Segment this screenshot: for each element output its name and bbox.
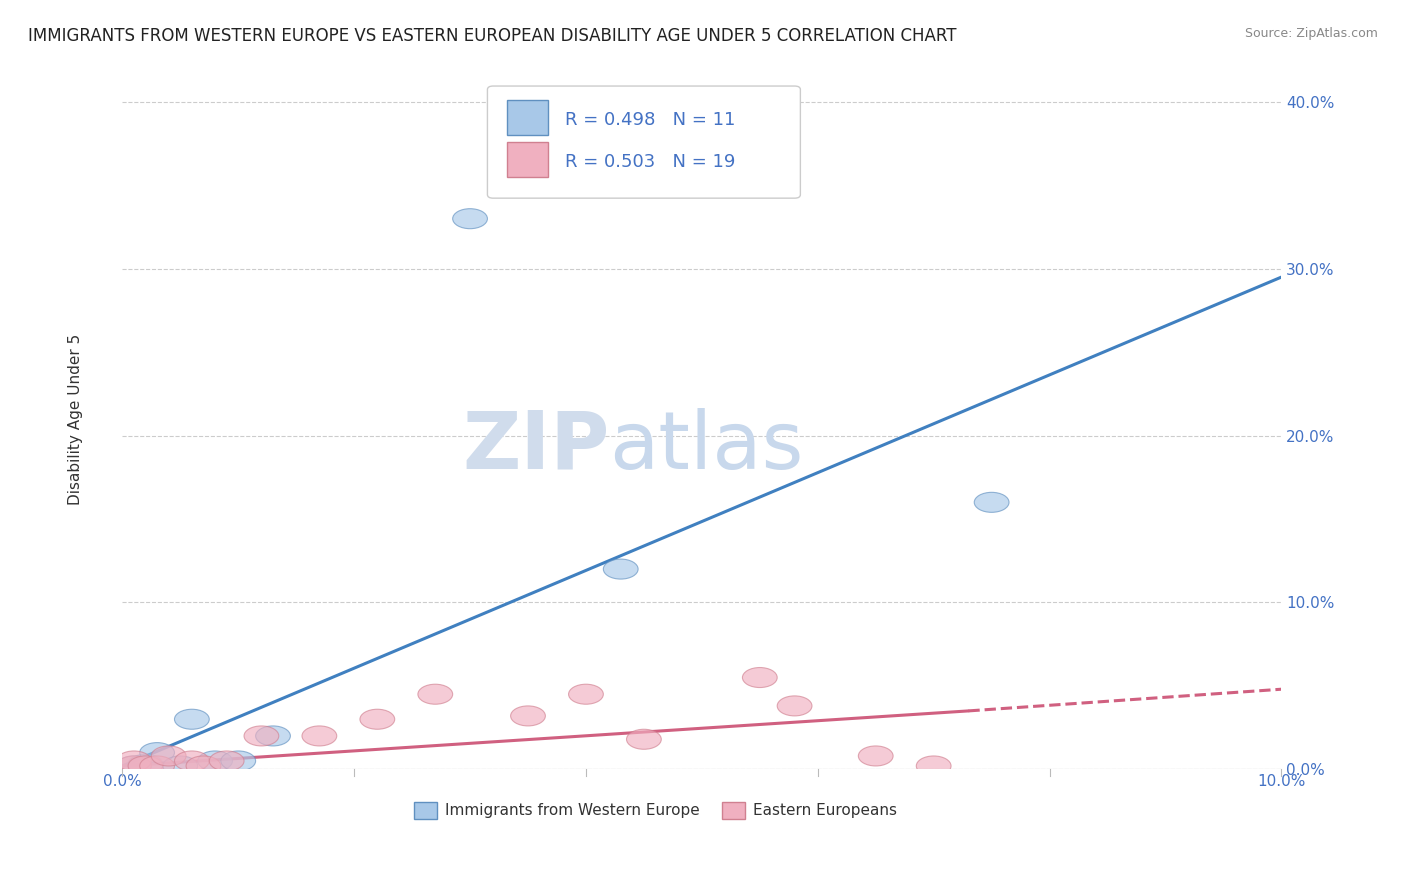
Text: Source: ZipAtlas.com: Source: ZipAtlas.com [1244, 27, 1378, 40]
Ellipse shape [139, 743, 174, 763]
Ellipse shape [627, 730, 661, 749]
Ellipse shape [174, 751, 209, 771]
Ellipse shape [603, 559, 638, 579]
Ellipse shape [163, 756, 198, 776]
Ellipse shape [742, 667, 778, 688]
Ellipse shape [568, 684, 603, 704]
Ellipse shape [152, 746, 186, 766]
Text: R = 0.498   N = 11: R = 0.498 N = 11 [565, 111, 735, 128]
FancyBboxPatch shape [508, 142, 548, 178]
Ellipse shape [858, 746, 893, 766]
Text: R = 0.503   N = 19: R = 0.503 N = 19 [565, 153, 735, 170]
Ellipse shape [117, 751, 152, 771]
Ellipse shape [221, 751, 256, 771]
Text: atlas: atlas [609, 408, 803, 486]
Ellipse shape [198, 751, 232, 771]
Ellipse shape [139, 756, 174, 776]
Ellipse shape [174, 709, 209, 730]
Ellipse shape [186, 756, 221, 776]
Ellipse shape [510, 706, 546, 726]
FancyBboxPatch shape [508, 100, 548, 135]
Text: IMMIGRANTS FROM WESTERN EUROPE VS EASTERN EUROPEAN DISABILITY AGE UNDER 5 CORREL: IMMIGRANTS FROM WESTERN EUROPE VS EASTER… [28, 27, 956, 45]
Legend: Immigrants from Western Europe, Eastern Europeans: Immigrants from Western Europe, Eastern … [408, 796, 903, 825]
Ellipse shape [117, 756, 152, 776]
Ellipse shape [974, 492, 1010, 512]
Text: ZIP: ZIP [463, 408, 609, 486]
Ellipse shape [418, 684, 453, 704]
Ellipse shape [256, 726, 291, 746]
Ellipse shape [778, 696, 813, 716]
Ellipse shape [128, 755, 163, 774]
Ellipse shape [209, 751, 245, 771]
Ellipse shape [245, 726, 278, 746]
Ellipse shape [302, 726, 337, 746]
Ellipse shape [453, 209, 488, 228]
Ellipse shape [917, 756, 950, 776]
FancyBboxPatch shape [488, 86, 800, 198]
Ellipse shape [128, 756, 163, 776]
Text: Disability Age Under 5: Disability Age Under 5 [69, 334, 83, 505]
Ellipse shape [117, 756, 152, 776]
Ellipse shape [360, 709, 395, 730]
